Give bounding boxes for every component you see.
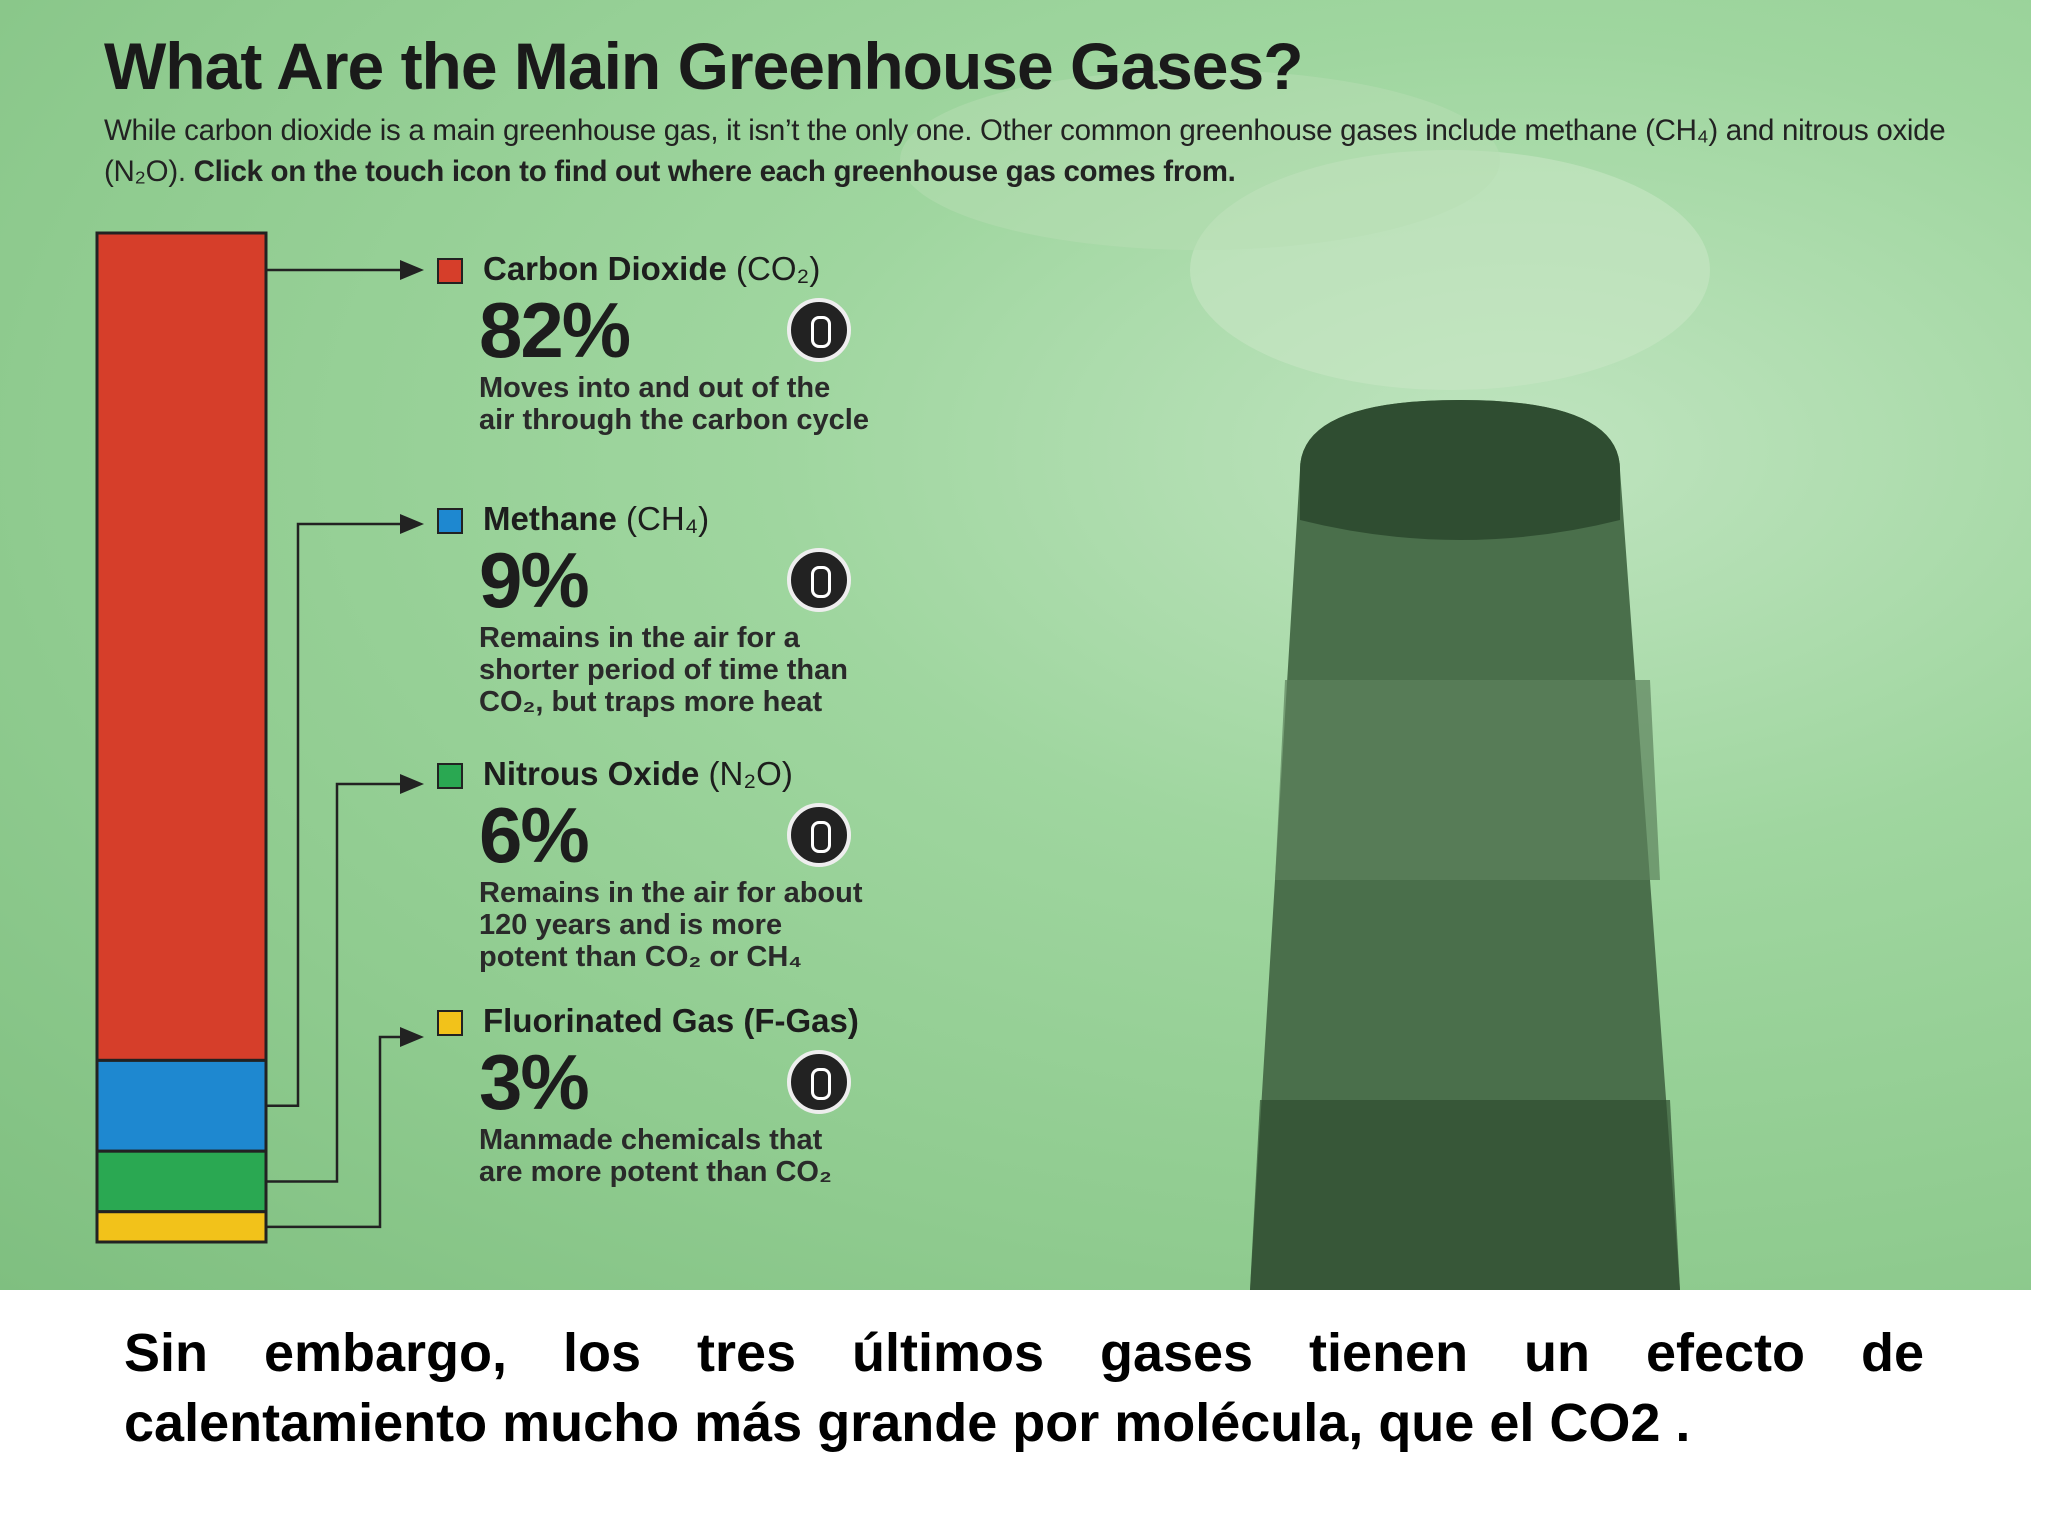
gas-formula: (N₂O) (708, 755, 793, 792)
bar-segment (95, 1210, 268, 1244)
gas-name: Methane (483, 500, 617, 537)
description-line: CO₂, but traps more heat (479, 686, 823, 718)
touch-icon[interactable] (787, 803, 851, 867)
description: Manmade chemicals that are more potent th… (437, 1124, 997, 1188)
description: Remains in the air for a shorter period o… (437, 622, 997, 718)
stacked-bar-chart (95, 231, 424, 1244)
connector (266, 782, 400, 1183)
background-art (900, 70, 1710, 1290)
smokestack-base (1250, 1100, 1680, 1290)
legend-entry: Nitrous Oxide (N₂O) 6% Remains in the air … (437, 755, 997, 973)
arrowhead (400, 514, 424, 534)
smokestack-band (1275, 680, 1660, 880)
description-line: are more potent than CO₂ (479, 1156, 832, 1188)
arrowhead (400, 1027, 424, 1047)
percent-row: 6% (437, 793, 997, 877)
description-line: shorter period of time than (479, 654, 848, 686)
subtitle: While carbon dioxide is a main greenhous… (104, 110, 2031, 192)
subtitle-emphasis: Click on the touch icon to find out wher… (193, 155, 1236, 188)
arrowhead (400, 774, 424, 794)
smokestack-top (1300, 400, 1620, 540)
legend-swatch (437, 258, 463, 284)
description-line: Moves into and out of the (479, 372, 831, 404)
connector (266, 522, 400, 1108)
legend-swatch (437, 763, 463, 789)
legend-label: Methane (CH₄) (437, 500, 863, 538)
gas-formula: (CH₄) (626, 500, 710, 537)
value-label: 9% (479, 536, 590, 624)
percent-row: 9% (437, 538, 997, 622)
description-line: 120 years and is more (479, 909, 783, 941)
caption: Sin embargo, los tres últimos gases tien… (124, 1323, 1924, 1453)
bar-segment (95, 231, 268, 1062)
legend-label: Carbon Dioxide (CO₂) (437, 250, 863, 288)
legend-swatch (437, 1010, 463, 1036)
subtitle-text: While carbon dioxide is a main greenhous… (104, 114, 1946, 188)
arrowhead (400, 260, 424, 280)
description: Remains in the air for about 120 years an… (437, 877, 997, 973)
description-line: Manmade chemicals that (479, 1124, 823, 1156)
description-line: air through the carbon cycle (479, 404, 869, 436)
description-line: potent than CO₂ or CH₄ (479, 941, 803, 973)
legend-label: Nitrous Oxide (N₂O) (437, 755, 863, 793)
touch-icon[interactable] (787, 298, 851, 362)
percent-row: 3% (437, 1040, 997, 1124)
gas-name: Fluorinated Gas (F-Gas) (483, 1002, 859, 1039)
legend-label: Fluorinated Gas (F-Gas) (437, 1002, 863, 1040)
gas-name: Carbon Dioxide (483, 250, 727, 287)
title: What Are the Main Greenhouse Gases? (104, 29, 1304, 103)
legend-swatch (437, 508, 463, 534)
value-label: 3% (479, 1038, 590, 1126)
touch-icon[interactable] (787, 548, 851, 612)
legend-entry: Fluorinated Gas (F-Gas) 3% Manmade chemica… (437, 1002, 997, 1188)
bar-segment (95, 1149, 268, 1214)
percent-row: 82% (437, 288, 997, 372)
touch-icon[interactable] (787, 1050, 851, 1114)
description-line: Remains in the air for about (479, 877, 863, 909)
legend-entry: Carbon Dioxide (CO₂) 82% Moves into and ou… (437, 250, 997, 436)
bar-segment (95, 1058, 268, 1153)
value-label: 6% (479, 791, 590, 879)
gas-formula: (CO₂) (736, 250, 821, 287)
value-label: 82% (479, 286, 631, 374)
gas-name: Nitrous Oxide (483, 755, 700, 792)
connector (266, 1035, 400, 1229)
description: Moves into and out of the air through the… (437, 372, 997, 436)
infographic: What Are the Main Greenhouse Gases? Whil… (0, 0, 2031, 1290)
smoke (900, 70, 1500, 250)
description-line: Remains in the air for a (479, 622, 800, 654)
